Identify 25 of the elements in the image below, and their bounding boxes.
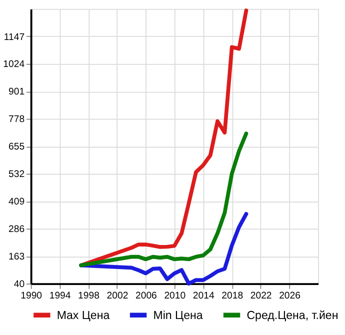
- legend-label: Max Цена: [56, 310, 110, 322]
- x-tick-label: 2014: [192, 290, 215, 302]
- y-tick-label: 163: [8, 251, 25, 262]
- x-tick-label: 1990: [20, 290, 42, 302]
- x-tick-label: 2006: [135, 290, 157, 302]
- y-tick-label: 532: [8, 169, 25, 180]
- y-tick-label: 409: [8, 196, 25, 208]
- line-series: [79, 212, 248, 286]
- x-tick-label: 2002: [106, 290, 128, 302]
- y-tick-label: 901: [8, 86, 25, 98]
- legend-label: Сред.Цена, т.йен: [246, 310, 338, 322]
- line-series: [79, 132, 248, 268]
- y-tick-label: 778: [8, 114, 25, 126]
- x-tick-label: 2026: [279, 290, 300, 302]
- y-tick-label: 286: [8, 224, 25, 236]
- x-tick-label: 1998: [78, 290, 100, 302]
- y-tick-label: 40: [14, 278, 25, 290]
- x-tick-label: 2018: [222, 290, 244, 302]
- legend-label: Min Цена: [153, 310, 204, 322]
- x-tick-label: 1994: [49, 290, 72, 302]
- y-tick-label: 655: [8, 142, 25, 153]
- y-tick-label: 1024: [3, 59, 26, 70]
- x-tick-label: 2010: [164, 290, 186, 302]
- x-tick-label: 2022: [250, 290, 272, 302]
- y-tick-label: 1147: [4, 32, 25, 43]
